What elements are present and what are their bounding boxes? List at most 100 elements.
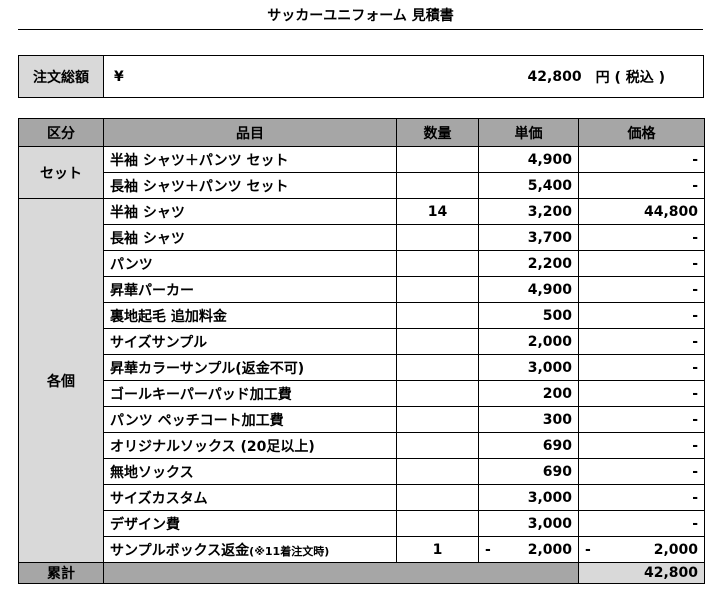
- item: パンツ ペッチコート加工費: [103, 406, 397, 433]
- row: サイズカスタム 3,000 -: [19, 484, 705, 511]
- amount: 3,000: [527, 515, 572, 532]
- item-name: デザイン費: [110, 516, 180, 533]
- item: 昇華パーカー: [103, 276, 397, 303]
- item: 半袖 シャツ: [103, 198, 397, 225]
- unit-price: 3,200: [478, 198, 579, 225]
- price: 44,800: [578, 198, 705, 225]
- item: 半袖 シャツ＋パンツ セット: [103, 146, 397, 173]
- qty: [396, 276, 479, 303]
- unit-price: 2,200: [478, 250, 579, 277]
- qty: [396, 484, 479, 511]
- item-name: 無地ソックス: [110, 464, 194, 481]
- row: 裏地起毛 追加料金 500 -: [19, 302, 705, 329]
- item-name: 裏地起毛 追加料金: [110, 308, 227, 325]
- qty: [396, 250, 479, 277]
- price: -: [578, 458, 705, 485]
- item-name: 半袖 シャツ: [110, 204, 185, 221]
- price: - 2,000: [578, 536, 705, 563]
- amount: -: [692, 489, 698, 506]
- item-name: 昇華パーカー: [110, 282, 194, 299]
- price: -: [578, 250, 705, 277]
- row: サンプルボックス返金(※11着注文時) 1-2,000-2,000: [19, 536, 705, 563]
- price: -: [578, 432, 705, 459]
- row: 長袖 シャツ＋パンツ セット 5,400 -: [19, 172, 705, 199]
- amount: -: [692, 463, 698, 480]
- amount: 500: [542, 307, 572, 324]
- item: サイズカスタム: [103, 484, 397, 511]
- row: デザイン費 3,000 -: [19, 510, 705, 537]
- unit-price: 5,400: [478, 172, 579, 199]
- qty: 14: [396, 198, 479, 225]
- total-box: 注文総額 ¥ 42,800 円 ( 税込 ): [18, 55, 704, 98]
- header-cell: 単価: [478, 118, 579, 147]
- signed: - 2,000: [485, 542, 572, 558]
- item-name: 半袖 シャツ＋パンツ セット: [110, 152, 289, 169]
- header-cell: 数量: [396, 118, 479, 147]
- item: 裏地起毛 追加料金: [103, 302, 397, 329]
- item-name: パンツ ペッチコート加工費: [110, 412, 284, 429]
- row: 昇華パーカー 4,900 -: [19, 276, 705, 303]
- item: 長袖 シャツ: [103, 224, 397, 251]
- footer-blank: [103, 562, 579, 584]
- item-name: 長袖 シャツ＋パンツ セット: [110, 178, 289, 195]
- item-name: サイズカスタム: [110, 490, 208, 507]
- header-cell: 価格: [578, 118, 705, 147]
- row: ゴールキーパーパッド加工費 200 -: [19, 380, 705, 407]
- qty: [396, 354, 479, 381]
- qty: [396, 432, 479, 459]
- currency: ¥: [114, 68, 124, 85]
- group-label: 各個: [18, 198, 104, 563]
- title: サッカーユニフォーム 見積書: [18, 4, 703, 30]
- group-label: セット: [18, 146, 104, 199]
- item-note: (※11着注文時): [249, 544, 330, 558]
- price: -: [578, 484, 705, 511]
- qty: [396, 458, 479, 485]
- unit-price: 300: [478, 406, 579, 433]
- footer-row: 累計 42,800: [18, 562, 705, 584]
- row: 長袖 シャツ 3,700 -: [19, 224, 705, 251]
- qty: [396, 380, 479, 407]
- amount: 2,000: [527, 333, 572, 350]
- item-name: ゴールキーパーパッド加工費: [110, 386, 292, 403]
- row: セット 半袖 シャツ＋パンツ セット 4,900 -: [18, 146, 705, 199]
- total-label: 注文総額: [19, 56, 104, 97]
- price: -: [578, 354, 705, 381]
- amount: 5,400: [527, 177, 572, 194]
- amount: 2,200: [527, 255, 572, 272]
- unit-price: 3,700: [478, 224, 579, 251]
- unit-price: 2,000: [478, 328, 579, 355]
- item: サイズサンプル: [103, 328, 397, 355]
- amount: 3,000: [527, 489, 572, 506]
- amount: 690: [542, 437, 572, 454]
- signed: - 2,000: [585, 542, 698, 558]
- unit-price: - 2,000: [478, 536, 579, 563]
- item-name: 長袖 シャツ: [110, 230, 185, 247]
- price: -: [578, 510, 705, 537]
- qty: [396, 406, 479, 433]
- amount: -: [692, 411, 698, 428]
- item: パンツ: [103, 250, 397, 277]
- qty: [396, 172, 479, 199]
- item-name: オリジナルソックス (20足以上): [110, 438, 315, 455]
- item-name: サイズサンプル: [110, 334, 208, 351]
- price: -: [578, 406, 705, 433]
- amount: -: [692, 281, 698, 298]
- price: -: [578, 276, 705, 303]
- amount: 200: [542, 385, 572, 402]
- footer-price: 42,800: [578, 562, 705, 584]
- amount: 690: [542, 463, 572, 480]
- item: ゴールキーパーパッド加工費: [103, 380, 397, 407]
- price: -: [578, 328, 705, 355]
- qty: 1: [396, 536, 479, 563]
- amount: 300: [542, 411, 572, 428]
- price: -: [578, 172, 705, 199]
- amount: -: [692, 333, 698, 350]
- qty: [396, 328, 479, 355]
- amount: 3,700: [527, 229, 572, 246]
- item: 無地ソックス: [103, 458, 397, 485]
- header-cell: 区分: [18, 118, 104, 147]
- item: 長袖 シャツ＋パンツ セット: [103, 172, 397, 199]
- header-cell: 品目: [103, 118, 397, 147]
- unit-price: 690: [478, 458, 579, 485]
